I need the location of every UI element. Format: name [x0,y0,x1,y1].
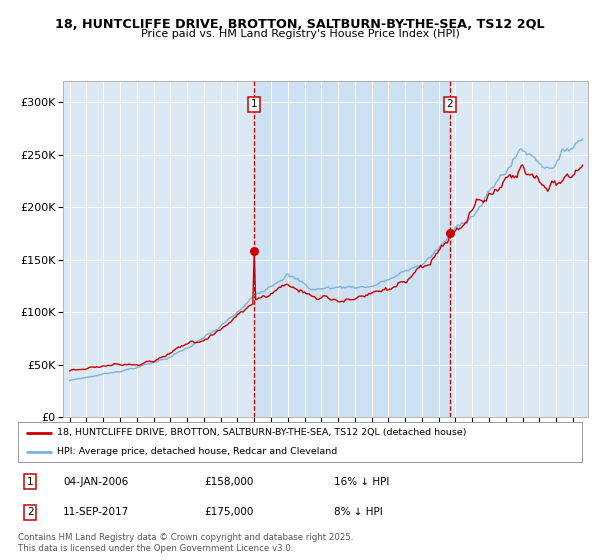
Text: 2: 2 [27,507,34,517]
Text: 8% ↓ HPI: 8% ↓ HPI [334,507,383,517]
Text: £158,000: £158,000 [204,477,253,487]
Text: 11-SEP-2017: 11-SEP-2017 [63,507,130,517]
Text: Price paid vs. HM Land Registry's House Price Index (HPI): Price paid vs. HM Land Registry's House … [140,29,460,39]
Text: 18, HUNTCLIFFE DRIVE, BROTTON, SALTBURN-BY-THE-SEA, TS12 2QL (detached house): 18, HUNTCLIFFE DRIVE, BROTTON, SALTBURN-… [58,428,467,437]
Text: £175,000: £175,000 [204,507,253,517]
Text: 1: 1 [27,477,34,487]
Text: Contains HM Land Registry data © Crown copyright and database right 2025.
This d: Contains HM Land Registry data © Crown c… [18,533,353,553]
Text: HPI: Average price, detached house, Redcar and Cleveland: HPI: Average price, detached house, Redc… [58,447,338,456]
Text: 1: 1 [251,99,257,109]
Bar [254,81,450,417]
Text: 2: 2 [446,99,453,109]
Text: 16% ↓ HPI: 16% ↓ HPI [334,477,389,487]
Text: 04-JAN-2006: 04-JAN-2006 [63,477,128,487]
Text: 18, HUNTCLIFFE DRIVE, BROTTON, SALTBURN-BY-THE-SEA, TS12 2QL: 18, HUNTCLIFFE DRIVE, BROTTON, SALTBURN-… [55,18,545,31]
